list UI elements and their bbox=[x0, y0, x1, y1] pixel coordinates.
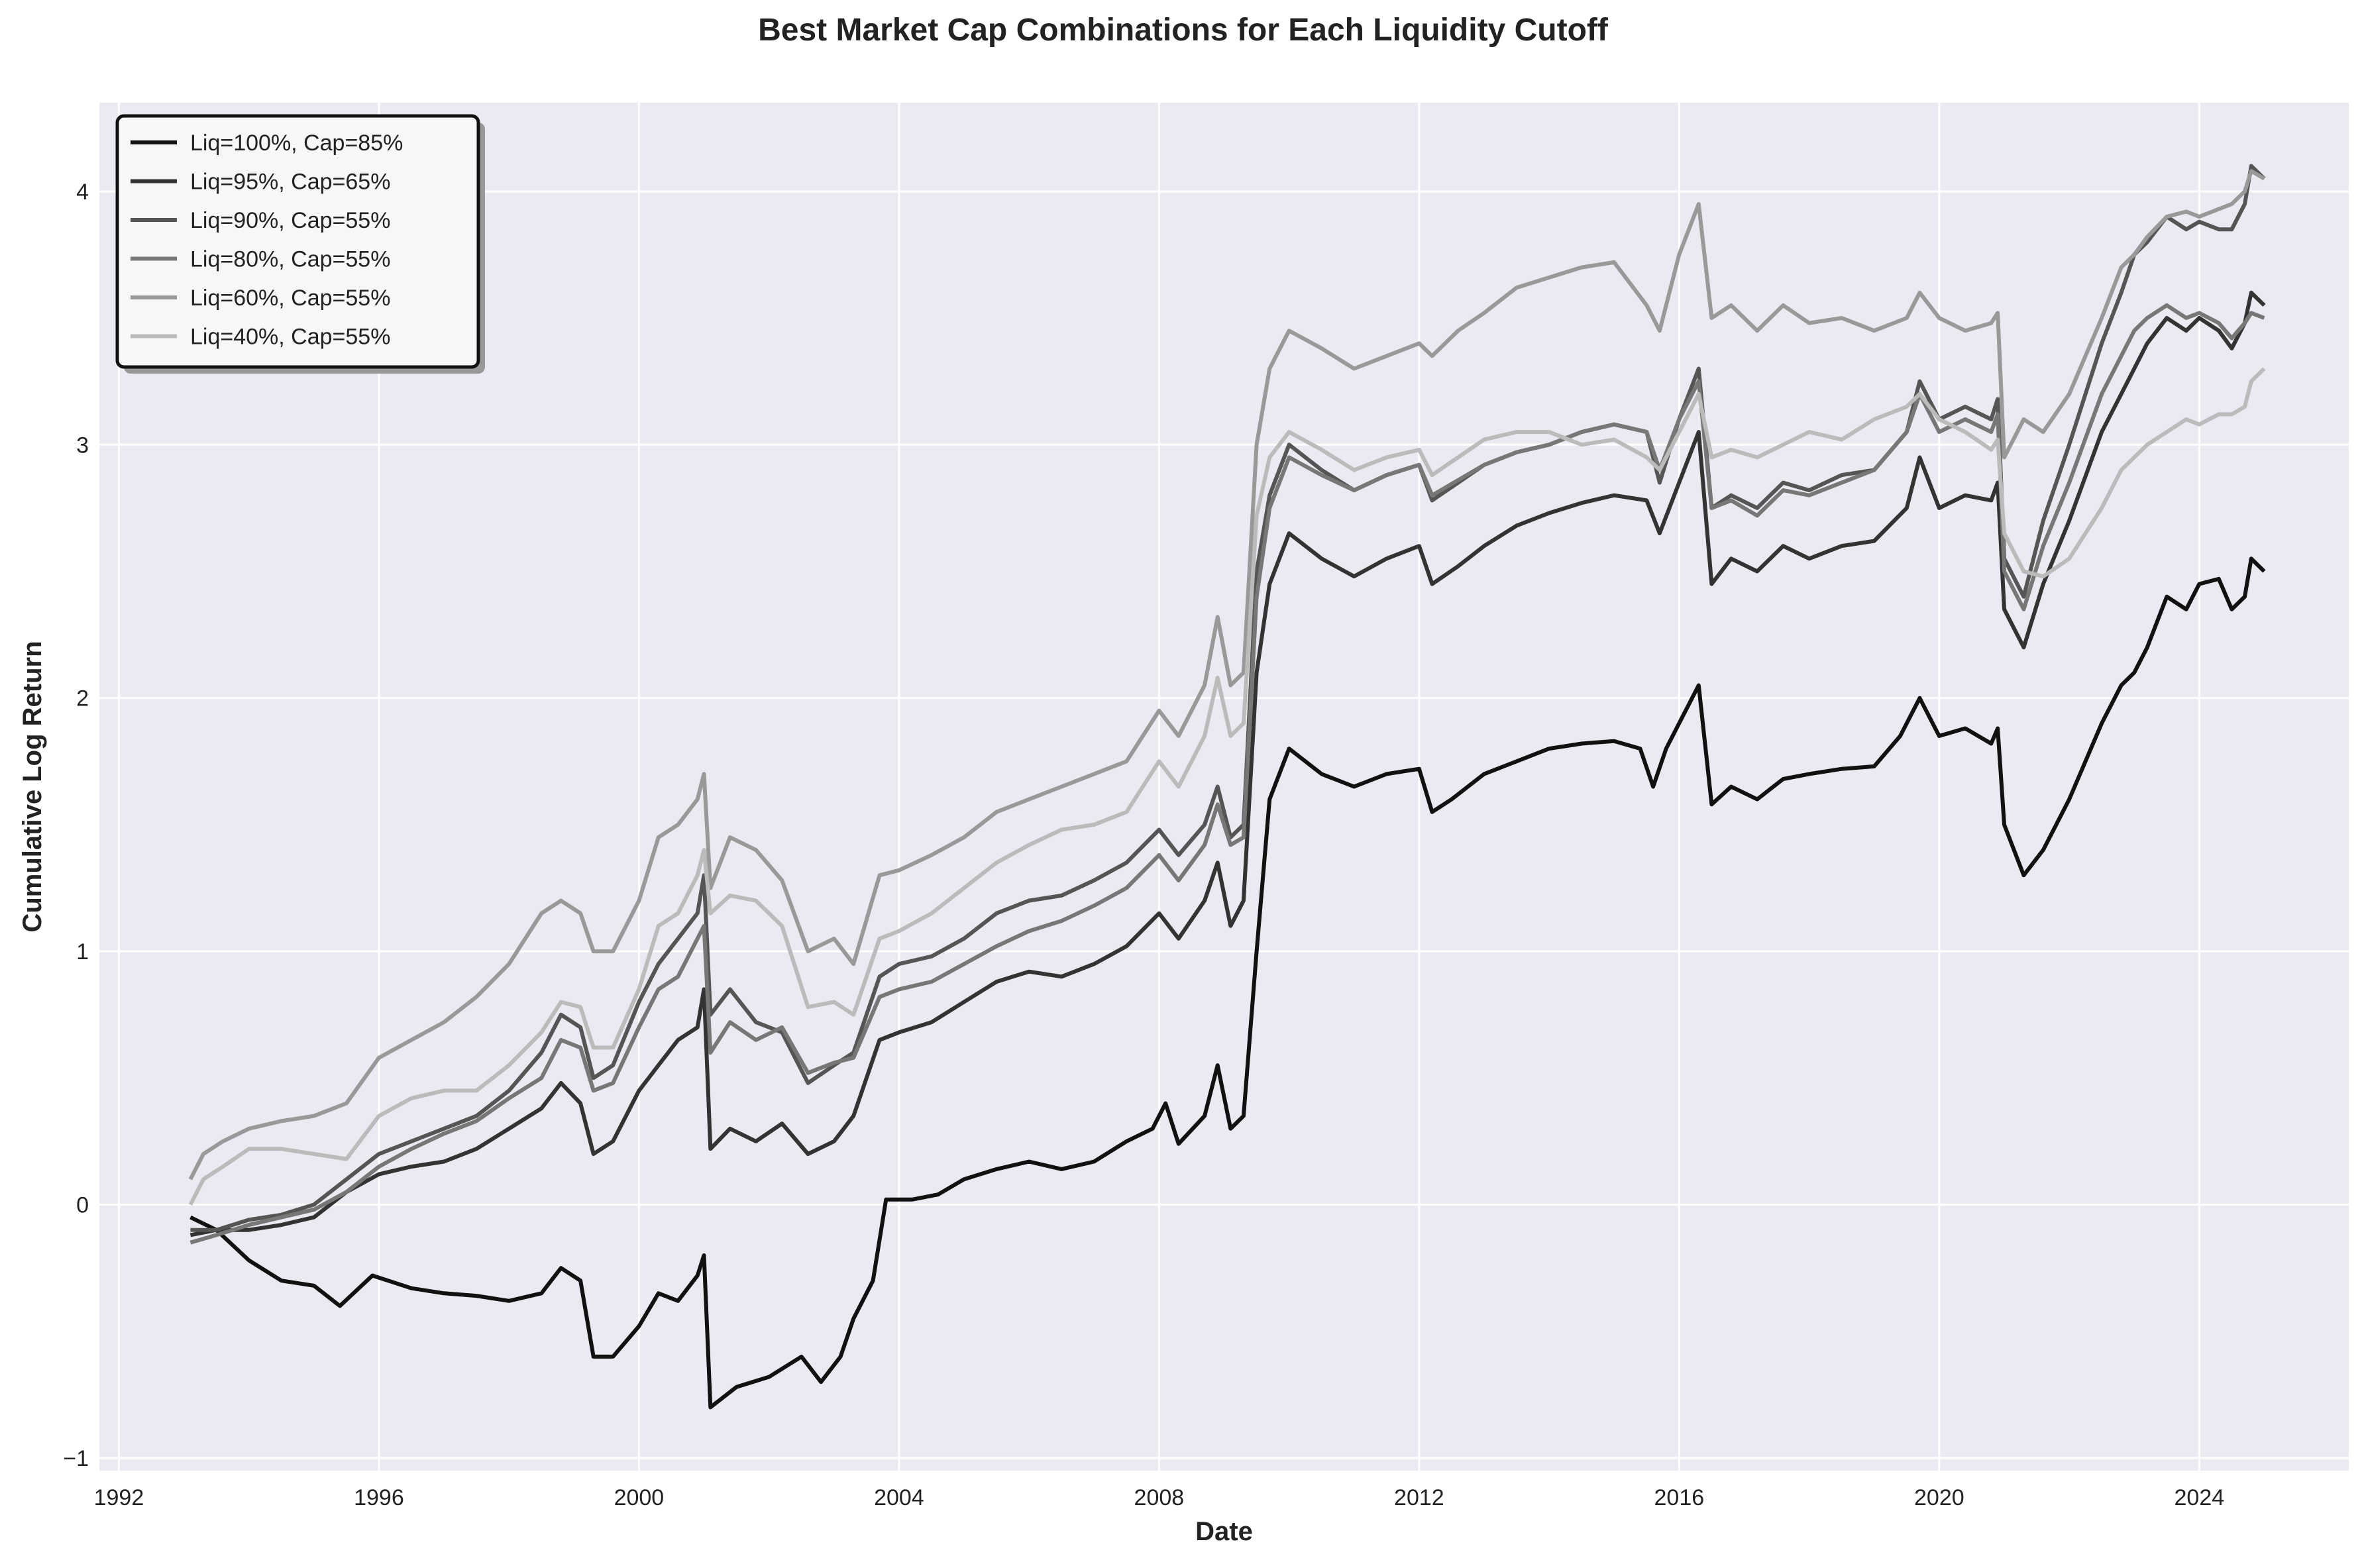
tick-labels: 1992 1996 2000 2004 2008 2012 2016 2020 2024 −1 0 1… bbox=[63, 180, 2224, 1510]
x-tick-label: 1996 bbox=[354, 1485, 404, 1510]
y-tick-label: 4 bbox=[76, 180, 89, 205]
legend-box bbox=[115, 114, 480, 369]
chart-title: Best Market Cap Combinations for Each Li… bbox=[758, 13, 1608, 48]
series-line-1 bbox=[189, 556, 2266, 1410]
y-axis-label: Cumulative Log Return bbox=[18, 641, 47, 932]
x-tick-label: 1992 bbox=[94, 1485, 144, 1510]
series-line-2 bbox=[189, 290, 2266, 1237]
x-tick-label: 2016 bbox=[1654, 1485, 1705, 1510]
x-tick-label: 2004 bbox=[874, 1485, 924, 1510]
series-line-4 bbox=[189, 303, 2265, 1245]
legend: Liq=100%, Cap=85% Liq=95%, Cap=65% Liq=90%… bbox=[115, 114, 485, 374]
series-line-5 bbox=[188, 169, 2265, 1180]
legend-label: Liq=40%, Cap=55% bbox=[190, 325, 390, 350]
y-tick-label: 3 bbox=[76, 433, 89, 458]
legend-label: Liq=60%, Cap=55% bbox=[190, 286, 390, 311]
legend-label: Liq=80%, Cap=55% bbox=[190, 247, 390, 272]
series-line-6 bbox=[188, 367, 2266, 1206]
y-tick-label: 1 bbox=[76, 939, 89, 965]
y-tick-label: 2 bbox=[76, 686, 89, 711]
x-tick-label: 2012 bbox=[1394, 1485, 1444, 1510]
x-tick-label: 2024 bbox=[2175, 1485, 2225, 1510]
legend-label: Liq=100%, Cap=85% bbox=[190, 131, 403, 156]
y-tick-label: −1 bbox=[63, 1446, 89, 1471]
legend-label: Liq=95%, Cap=65% bbox=[190, 170, 390, 195]
x-axis-label: Date bbox=[1195, 1517, 1253, 1546]
x-tick-label: 2020 bbox=[1914, 1485, 1964, 1510]
series-line-3 bbox=[190, 164, 2266, 1232]
legend-label: Liq=90%, Cap=55% bbox=[190, 208, 390, 233]
x-tick-label: 2000 bbox=[614, 1485, 665, 1510]
x-tick-label: 2008 bbox=[1134, 1485, 1185, 1510]
y-tick-label: 0 bbox=[76, 1192, 89, 1218]
series-layer bbox=[188, 164, 2266, 1410]
